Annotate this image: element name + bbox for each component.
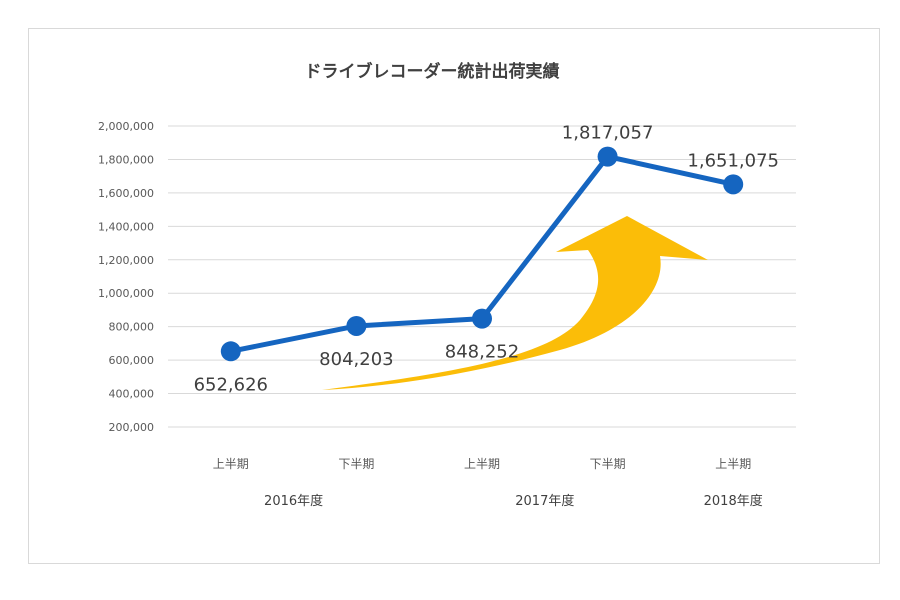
y-tick-label: 1,000,000 [98,287,154,300]
x-group-label: 2017年度 [515,493,574,509]
data-point [220,341,241,362]
y-tick-label: 600,000 [109,354,155,367]
y-tick-label: 2,000,000 [98,120,154,133]
data-label: 1,651,075 [687,150,779,171]
y-tick-label: 1,800,000 [98,153,154,166]
data-point [723,174,744,195]
chart-frame [28,28,880,564]
data-label: 652,626 [194,374,268,395]
x-group-label: 2018年度 [704,493,763,509]
y-tick-label: 400,000 [109,388,155,401]
data-point [346,315,367,336]
x-tick-label: 上半期 [715,457,751,471]
chart-title: ドライブレコーダー統計出荷実績 [305,61,560,82]
y-tick-label: 1,200,000 [98,254,154,267]
x-group-label: 2016年度 [264,493,323,509]
x-tick-label: 上半期 [213,457,249,471]
y-tick-label: 800,000 [109,321,155,334]
y-tick-label: 1,400,000 [98,220,154,233]
data-point [597,146,618,167]
x-tick-label: 下半期 [338,457,374,471]
x-tick-label: 下半期 [590,457,626,471]
data-label: 848,252 [445,342,519,363]
trend-arrow-shape [322,216,708,390]
data-label: 804,203 [319,349,393,370]
data-point [472,308,492,329]
y-tick-label: 200,000 [109,421,155,434]
data-label: 1,817,057 [562,123,654,144]
x-tick-label: 上半期 [464,457,500,471]
y-tick-label: 1,600,000 [98,187,154,200]
